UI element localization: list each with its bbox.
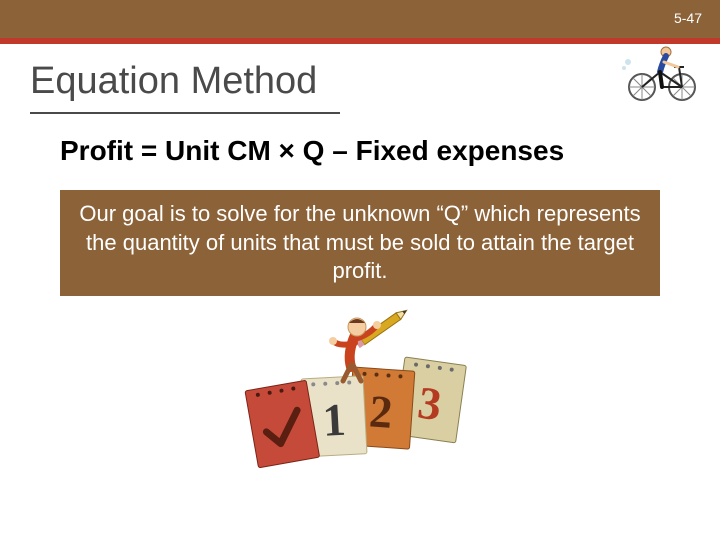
cyclist-icon: [622, 42, 702, 102]
goal-box: Our goal is to solve for the unknown “Q”…: [60, 190, 660, 296]
accent-line: [0, 38, 720, 44]
slide-container: 5-47: [0, 0, 720, 540]
calendar-clipart-icon: 3 2 1: [235, 305, 485, 475]
equation-text: Profit = Unit CM × Q – Fixed expenses: [60, 135, 564, 167]
svg-text:2: 2: [368, 385, 395, 437]
top-bar: [0, 0, 720, 38]
slide-title: Equation Method: [30, 60, 317, 103]
title-underline: [30, 112, 340, 114]
slide-number: 5-47: [674, 10, 702, 26]
svg-text:1: 1: [321, 394, 347, 446]
